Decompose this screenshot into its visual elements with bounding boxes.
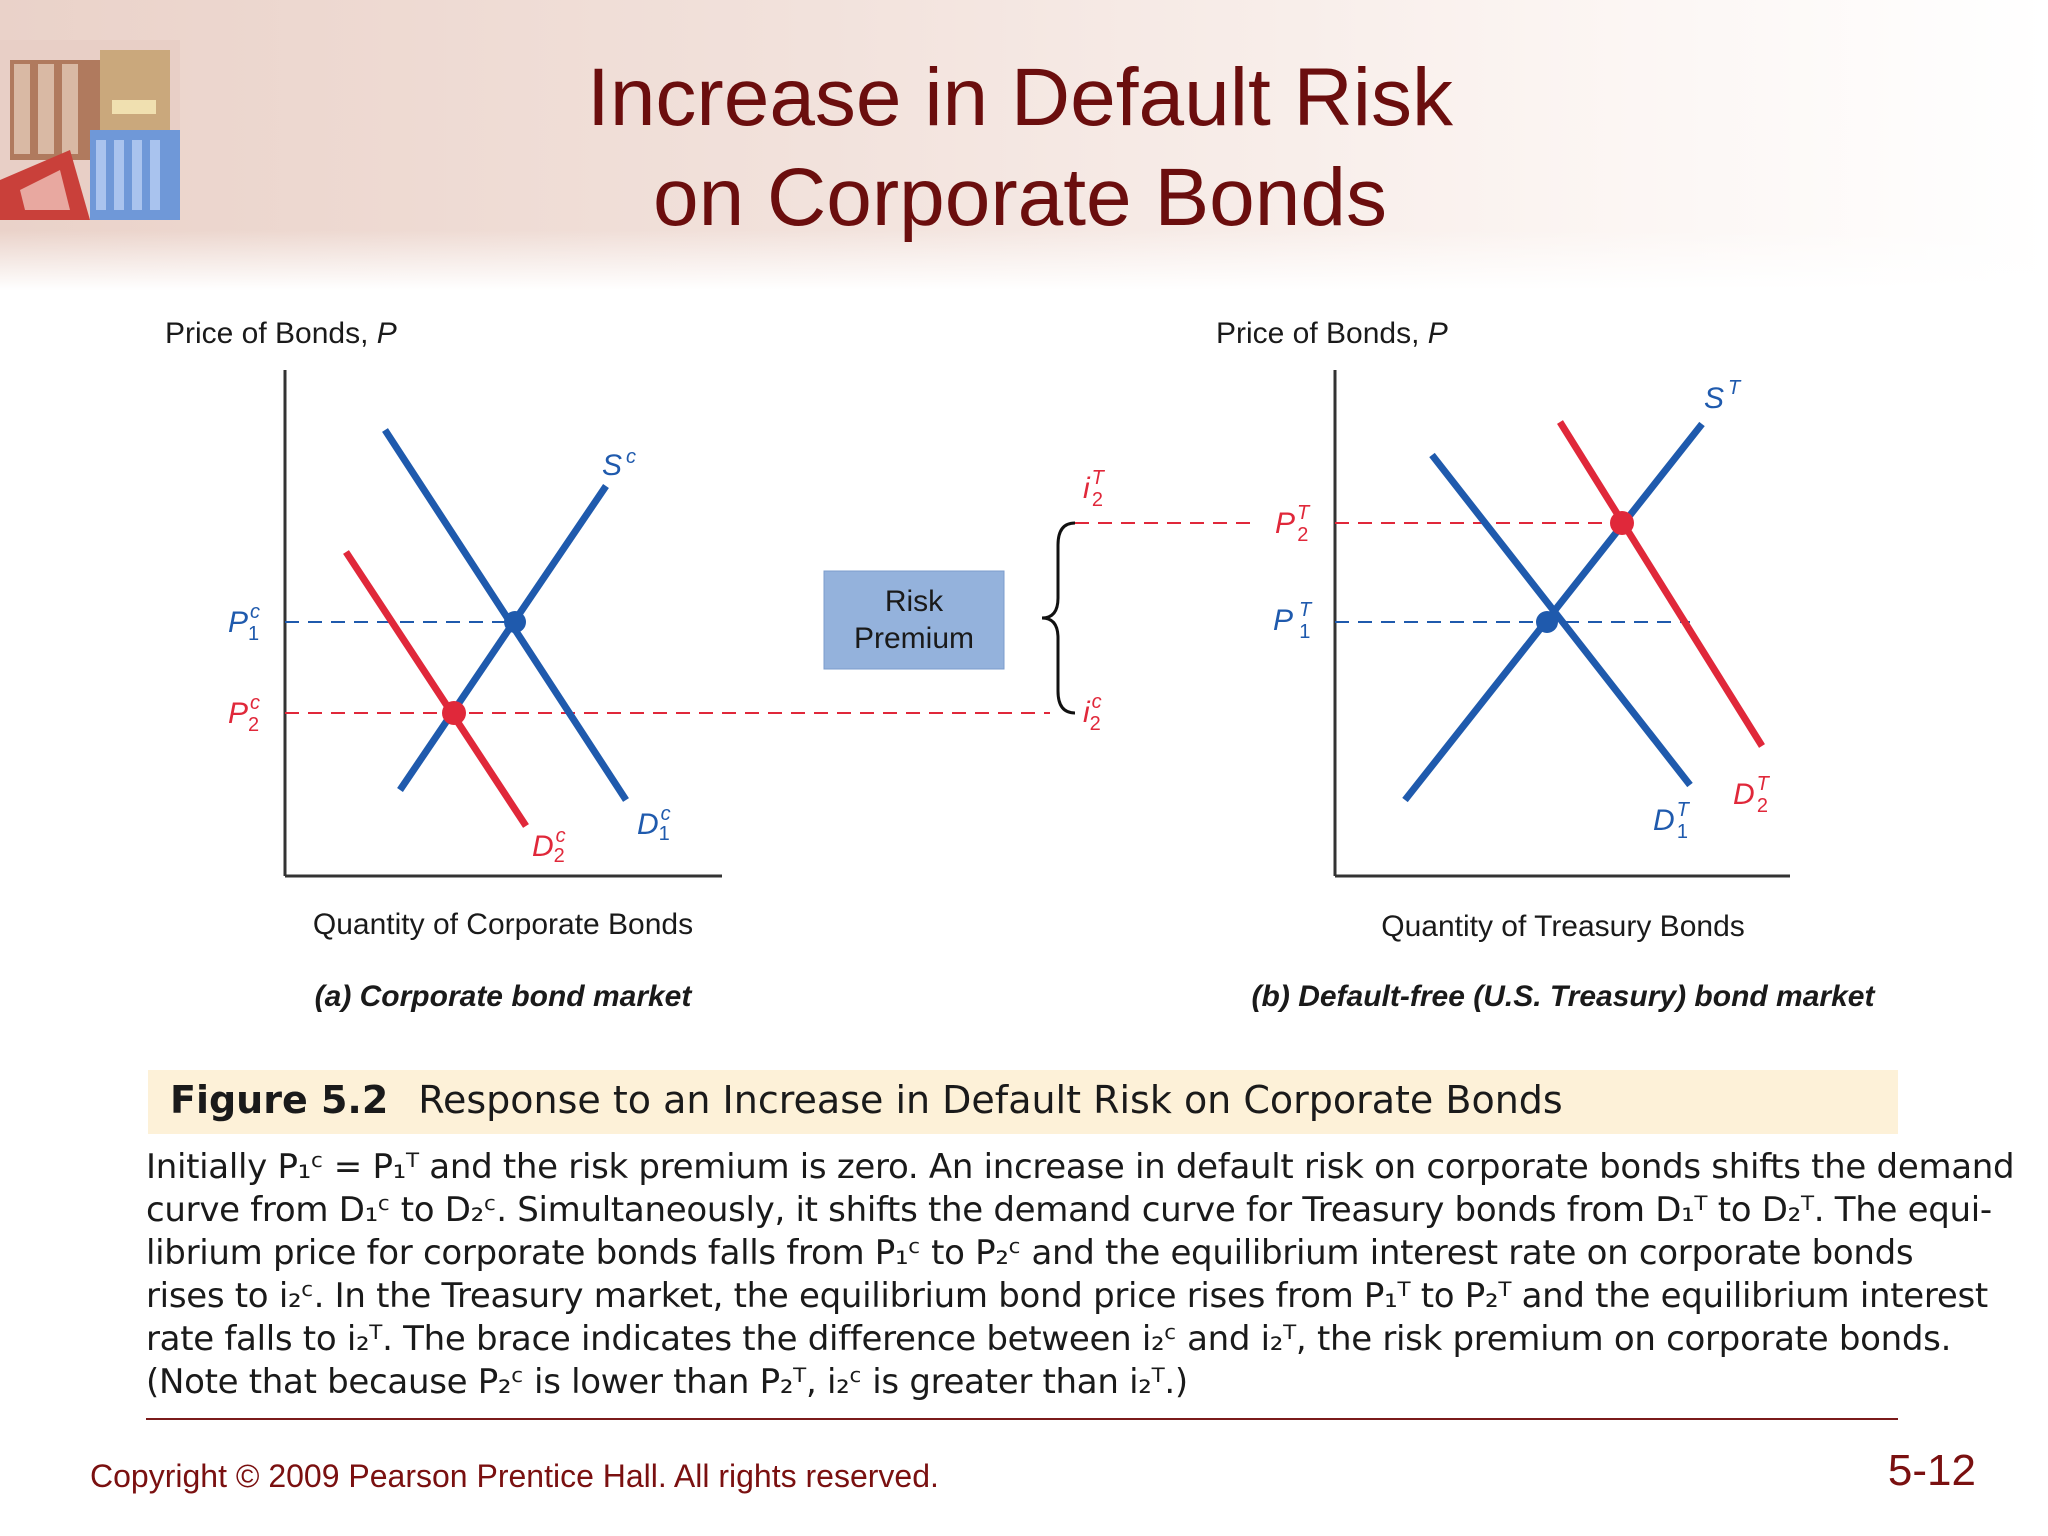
caption-line: (Note that because P₂ᶜ is lower than P₂ᵀ… xyxy=(146,1362,1188,1402)
figure-number: Figure 5.2 xyxy=(170,1078,389,1122)
panel-a-demand1-curve xyxy=(382,428,629,802)
panel-a-subtitle: (a) Corporate bond market xyxy=(315,980,694,1013)
figure-title-text: Response to an Increase in Default Risk … xyxy=(418,1078,1563,1122)
panel-a-x-axis-title: Quantity of Corporate Bonds xyxy=(313,908,693,941)
panel-a-y-axis-title: Price of Bonds, P xyxy=(165,317,397,350)
panel-a-demand2-curve xyxy=(343,550,529,828)
figure-caption-band xyxy=(148,1070,1898,1134)
risk-premium-box xyxy=(823,570,1005,670)
caption-line: librium price for corporate bonds falls … xyxy=(146,1233,1914,1273)
risk-premium-line-2: Premium xyxy=(854,622,974,655)
building-logo-icon xyxy=(0,40,180,220)
caption-line: curve from D₁ᶜ to D₂ᶜ. Simultaneously, i… xyxy=(146,1190,1992,1230)
risk-premium-brace xyxy=(1041,521,1076,715)
header-band xyxy=(0,0,2048,290)
slide-number: 5-12 xyxy=(1887,1446,1976,1495)
caption-line: Initially P₁ᶜ = P₁ᵀ and the risk premium… xyxy=(146,1147,2015,1187)
copyright-text: Copyright © 2009 Pearson Prentice Hall. … xyxy=(90,1458,939,1494)
panel-a-supply-curve xyxy=(397,484,609,792)
panel-a-new-equilibrium xyxy=(442,701,466,725)
panel-b-demand1-curve xyxy=(1429,452,1693,788)
figure-title: Figure 5.2 Response to an Increase in Def… xyxy=(170,1078,1563,1122)
panel-b-new-equilibrium xyxy=(1610,511,1634,535)
panel-b-initial-equilibrium xyxy=(1536,611,1558,633)
bond-market-diagram: Risk Premium Price of Bonds, P Price of … xyxy=(165,317,1877,1013)
panel-a-initial-equilibrium xyxy=(504,611,526,633)
title-line-2: on Corporate Bonds xyxy=(653,152,1387,243)
risk-premium-line-1: Risk xyxy=(885,585,944,618)
panel-b-y-axis-title: Price of Bonds, P xyxy=(1216,317,1448,350)
caption-line: rises to i₂ᶜ. In the Treasury market, th… xyxy=(146,1276,1988,1316)
panel-b-subtitle: (b) Default-free (U.S. Treasury) bond ma… xyxy=(1252,980,1877,1013)
panel-b-demand2-curve xyxy=(1557,420,1765,748)
caption-divider xyxy=(146,1418,1898,1420)
slide-title: Increase in Default Risk on Corporate Bo… xyxy=(420,48,1620,248)
panel-b-x-axis-title: Quantity of Treasury Bonds xyxy=(1381,910,1745,943)
figure-caption: Initially P₁ᶜ = P₁ᵀ and the risk premium… xyxy=(146,1146,2015,1404)
caption-line: rate falls to i₂ᵀ. The brace indicates t… xyxy=(146,1319,1952,1359)
title-line-1: Increase in Default Risk xyxy=(587,52,1453,143)
